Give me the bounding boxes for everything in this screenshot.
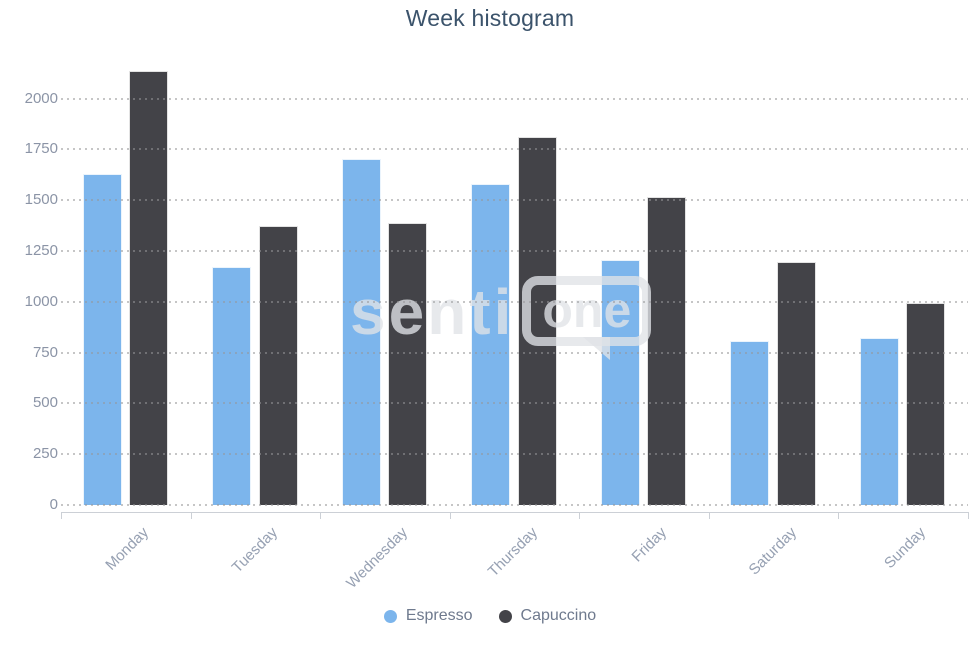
bar-espresso[interactable] [212, 267, 252, 505]
x-axis-tick [190, 512, 192, 519]
grid-line [61, 300, 968, 303]
x-axis-line [61, 512, 968, 513]
grid-line [61, 453, 968, 456]
y-axis-label: 250 [32, 445, 58, 463]
y-axis-label: 1500 [24, 191, 58, 209]
bar-espresso[interactable] [600, 260, 640, 505]
y-axis-label: 1250 [24, 242, 58, 259]
grid-line [61, 504, 968, 506]
x-axis-tick [61, 512, 62, 519]
bar-espresso[interactable] [730, 341, 770, 505]
grid-line [61, 148, 968, 151]
bar-espresso[interactable] [341, 159, 381, 505]
x-axis-tick [579, 512, 581, 519]
bar-capuccino[interactable] [906, 303, 946, 505]
legend-item-espresso[interactable]: Espresso [383, 607, 473, 625]
bar-capuccino[interactable] [517, 137, 557, 505]
bar-capuccino[interactable] [647, 197, 687, 505]
y-axis-label: 2000 [24, 89, 58, 107]
bar-capuccino[interactable] [776, 262, 816, 505]
chart-title: Week histogram [405, 5, 575, 31]
bar-capuccino[interactable] [258, 226, 298, 505]
y-axis-label: 1000 [24, 292, 58, 310]
grid-line [61, 250, 968, 252]
bar-espresso[interactable] [471, 184, 511, 505]
x-axis-tick [320, 512, 322, 519]
x-axis-tick [708, 512, 710, 519]
grid-line [61, 199, 968, 202]
x-axis-tick [449, 512, 451, 519]
x-axis-tick [968, 512, 969, 519]
y-axis-label: 500 [32, 394, 58, 412]
y-axis-label: 1750 [24, 140, 58, 158]
legend-label: Capuccino [520, 607, 597, 624]
x-axis-tick [838, 512, 840, 519]
grid-line [61, 402, 968, 405]
legend: Espresso Capuccino [0, 607, 980, 625]
bar-espresso[interactable] [859, 338, 899, 505]
grid-line [61, 351, 968, 354]
grid-line [61, 97, 968, 100]
bar-capuccino[interactable] [129, 71, 168, 505]
bar-capuccino[interactable] [388, 223, 428, 505]
legend-item-capuccino[interactable]: Capuccino [498, 607, 597, 625]
bar-espresso[interactable] [82, 174, 122, 505]
legend-marker-icon [383, 609, 397, 623]
legend-marker-icon [498, 609, 512, 623]
y-axis-label: 750 [32, 343, 58, 361]
legend-label: Espresso [405, 607, 473, 624]
y-axis-label: 0 [49, 496, 58, 513]
